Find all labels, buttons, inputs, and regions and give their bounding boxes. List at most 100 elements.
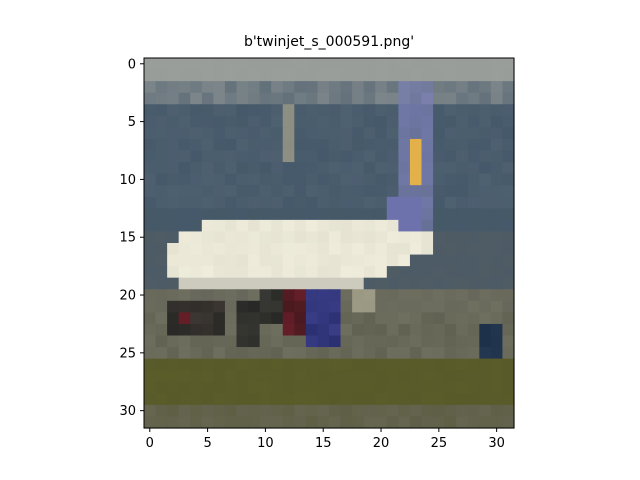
image-pixel [155,347,168,360]
image-pixel [467,370,480,383]
image-pixel [490,69,504,82]
image-pixel [467,219,480,233]
image-pixel [433,138,446,152]
image-pixel [248,404,261,418]
image-pixel [329,370,342,383]
image-pixel [201,69,214,82]
image-pixel [398,254,411,267]
image-pixel [167,243,180,256]
image-pixel [375,404,388,418]
image-pixel [386,150,399,163]
image-pixel [271,277,284,290]
image-pixel [224,219,238,233]
image-pixel [444,104,457,117]
image-pixel [282,162,295,175]
image-pixel [190,416,203,429]
image-pixel [502,150,515,163]
image-pixel [398,81,411,94]
image-pixel [421,69,434,82]
image-pixel [248,370,261,383]
image-pixel [444,208,457,221]
image-pixel [456,416,469,429]
image-pixel [167,370,180,383]
image-pixel [271,104,284,117]
image-pixel [317,162,330,175]
image-pixel [398,127,411,140]
image-pixel [502,404,515,418]
image-pixel [213,208,226,221]
image-pixel [155,138,168,152]
image-pixel [352,381,365,394]
image-pixel [213,69,226,82]
image-pixel [375,370,388,383]
image-pixel [490,370,504,383]
image-pixel [282,335,295,348]
image-pixel [433,115,446,128]
image-pixel [167,416,180,429]
image-pixel [502,416,515,429]
image-pixel [167,92,180,105]
image-pixel [375,208,388,221]
image-pixel [421,323,434,337]
image-pixel [155,381,168,394]
image-pixel [375,58,388,71]
image-pixel [467,196,480,209]
image-pixel [433,300,446,313]
image-pixel [294,312,307,325]
image-pixel [201,300,214,313]
image-pixel [190,381,203,394]
image-pixel [213,266,226,279]
image-pixel [271,58,284,71]
image-pixel [386,69,399,82]
image-pixel [340,266,353,279]
image-pixel [201,243,214,256]
image-pixel [178,185,191,198]
image-pixel [329,243,342,256]
image-pixel [224,196,238,209]
image-pixel [282,196,295,209]
image-pixel [271,150,284,163]
image-pixel [190,81,203,94]
image-pixel [467,404,480,418]
image-pixel [456,115,469,128]
image-pixel [305,381,319,394]
image-pixel [259,150,272,163]
image-pixel [421,104,434,117]
image-pixel [305,196,319,209]
image-pixel [386,92,399,105]
image-pixel [224,323,238,337]
image-pixel [282,58,295,71]
image-pixel [375,358,388,371]
image-pixel [363,300,376,313]
image-pixel [190,138,203,152]
image-pixel [178,277,191,290]
image-pixel [329,104,342,117]
image-pixel [490,150,504,163]
image-pixel [236,335,249,348]
image-pixel [224,347,238,360]
image-pixel [282,393,295,406]
image-pixel [433,277,446,290]
image-pixel [178,289,191,302]
image-pixel [502,312,515,325]
image-pixel [201,266,214,279]
image-pixel [502,162,515,175]
image-pixel [456,347,469,360]
image-pixel [155,300,168,313]
image-pixel [259,254,272,267]
image-pixel [386,127,399,140]
image-pixel [433,173,446,186]
image-pixel [467,277,480,290]
image-pixel [490,58,504,71]
image-pixel [398,381,411,394]
image-pixel [155,393,168,406]
image-pixel [178,162,191,175]
image-pixel [294,323,307,337]
image-pixel [271,92,284,105]
image-pixel [282,115,295,128]
image-pixel [456,219,469,233]
image-pixel [236,69,249,82]
image-pixel [224,300,238,313]
image-pixel [190,173,203,186]
image-pixel [421,127,434,140]
